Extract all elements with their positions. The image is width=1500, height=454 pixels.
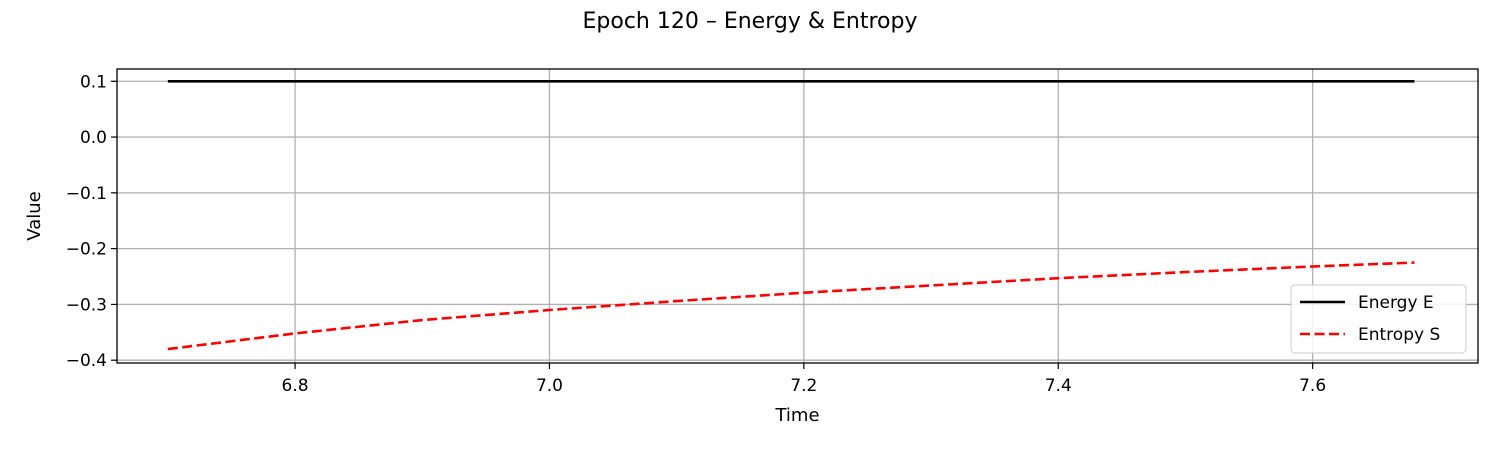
ticks-layer: 6.8 7.0 7.2 7.4 7.6 −0.4 −0.3 −0.2 −0.1 0.0 0.1 <box>66 72 1326 396</box>
x-tick-label: 7.6 <box>1299 376 1326 396</box>
series-line-entropy-s <box>167 261 1415 351</box>
plot-frame <box>116 68 1479 364</box>
axes-layer <box>116 68 1479 364</box>
y-tick-label: −0.3 <box>66 295 107 315</box>
series-layer <box>167 79 1415 351</box>
y-tick-label: −0.2 <box>66 240 107 260</box>
x-tick-label: 7.4 <box>1045 376 1072 396</box>
y-tick-label: −0.1 <box>66 184 107 204</box>
y-axis-label: Value <box>24 191 45 240</box>
y-tick-label: −0.4 <box>66 351 107 371</box>
y-tick-label: 0.0 <box>80 128 107 148</box>
x-tick-label: 7.2 <box>790 376 817 396</box>
x-tick-label: 6.8 <box>282 376 309 396</box>
y-tick-label: 0.1 <box>80 72 107 92</box>
x-axis-label: Time <box>774 405 819 426</box>
legend-label: Entropy S <box>1358 325 1440 345</box>
x-tick-label: 7.0 <box>536 376 563 396</box>
grid-layer <box>117 69 1478 363</box>
chart-title: Epoch 120 – Energy & Entropy <box>583 9 918 34</box>
legend-label: Energy E <box>1358 293 1434 313</box>
legend: Energy E Entropy S <box>1290 284 1467 354</box>
